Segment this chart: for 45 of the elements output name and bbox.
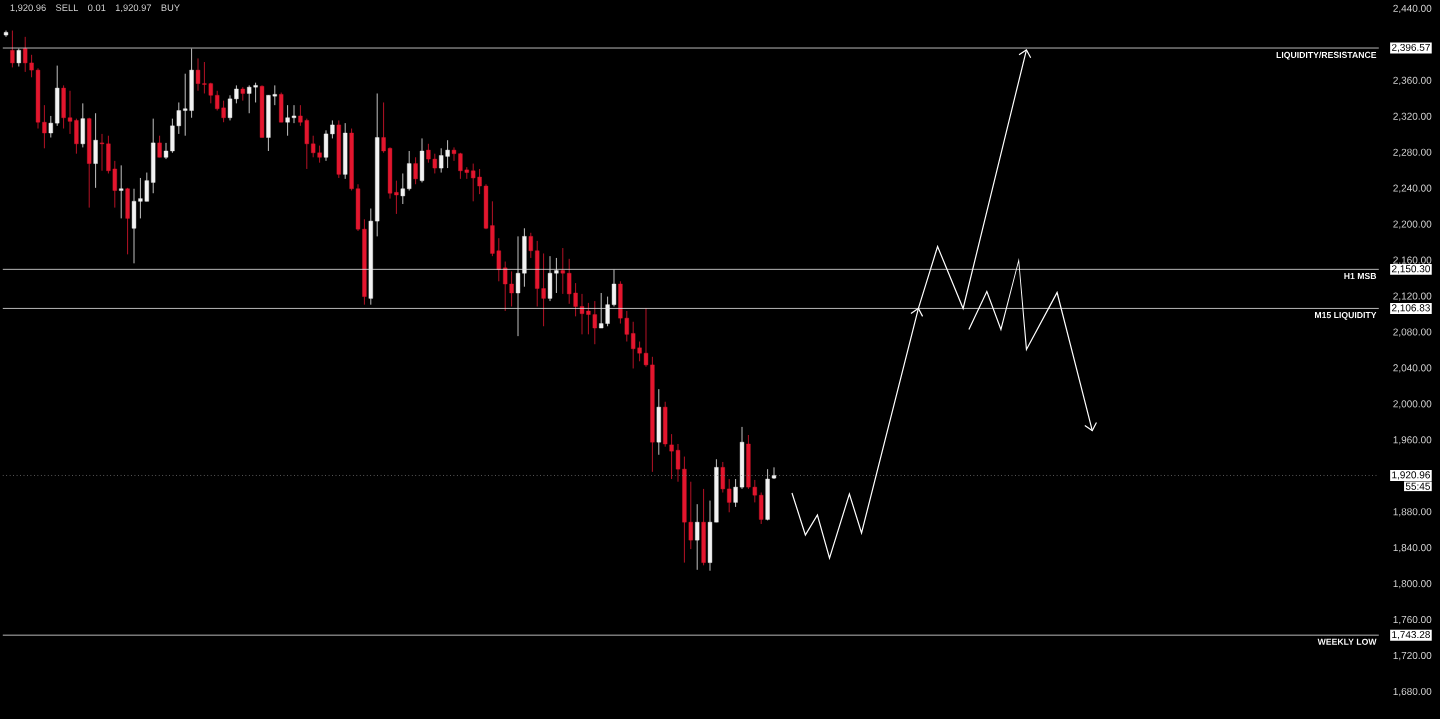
candlestick (560, 247, 565, 295)
y-tick-label: 1,880.00 (1393, 508, 1432, 517)
y-tick-label: 2,106.83 (1391, 304, 1430, 313)
annotation: SELL (55, 4, 79, 11)
y-tick-label: 1,680.00 (1393, 687, 1432, 697)
candlestick (720, 461, 725, 493)
y-tick-label: 2,396.57 (1391, 43, 1430, 53)
ref-line-label: H1 MSB (1344, 272, 1377, 280)
ref-line-label: LIQUIDITY/RESISTANCE (1276, 51, 1377, 60)
y-tick-label: 1,840.00 (1393, 544, 1432, 553)
candlestick (413, 156, 418, 185)
y-tick-label: 2,160.00 (1393, 256, 1432, 265)
candlestick (119, 164, 124, 219)
annotation: 0.01 (88, 4, 106, 11)
candlestick (10, 30, 15, 68)
candlestick (48, 115, 53, 138)
annotation: BUY (161, 4, 180, 11)
candlestick (727, 478, 732, 513)
ref-line-label: M15 LIQUIDITY (1315, 312, 1377, 320)
y-tick-label: 2,120.00 (1393, 292, 1432, 301)
y-tick-label: 2,280.00 (1393, 148, 1432, 157)
candlestick (528, 232, 533, 259)
y-tick-label: 2,000.00 (1393, 400, 1432, 409)
y-tick-label: 2,440.00 (1393, 4, 1432, 14)
y-tick-label: 1,920.96 (1392, 471, 1430, 480)
y-tick-label: 2,080.00 (1393, 328, 1432, 337)
candlestick (157, 135, 162, 158)
y-tick-label: 1,760.00 (1393, 616, 1432, 625)
y-tick-label: 2,240.00 (1393, 184, 1432, 193)
y-tick-label: 2,040.00 (1393, 364, 1432, 373)
y-tick-label: 2,320.00 (1393, 112, 1432, 121)
text: 55:45 (1405, 482, 1430, 490)
ref-line-label: WEEKLY LOW (1317, 638, 1377, 645)
candlestick (400, 173, 405, 205)
y-tick-label: 2,360.00 (1393, 76, 1432, 86)
y-tick-label: 2,150.30 (1391, 265, 1430, 274)
y-tick-label: 2,200.00 (1393, 220, 1432, 229)
annotation: 1,920.96 (10, 4, 46, 13)
y-tick-label: 1,743.28 (1392, 631, 1430, 640)
annotation: 1,920.97 (115, 4, 152, 13)
y-tick-label: 1,800.00 (1393, 580, 1432, 589)
y-tick-label: 1,960.00 (1393, 436, 1432, 445)
candlestick (93, 112, 98, 189)
candlestick (695, 503, 700, 571)
y-tick-label: 1,720.00 (1393, 651, 1432, 661)
